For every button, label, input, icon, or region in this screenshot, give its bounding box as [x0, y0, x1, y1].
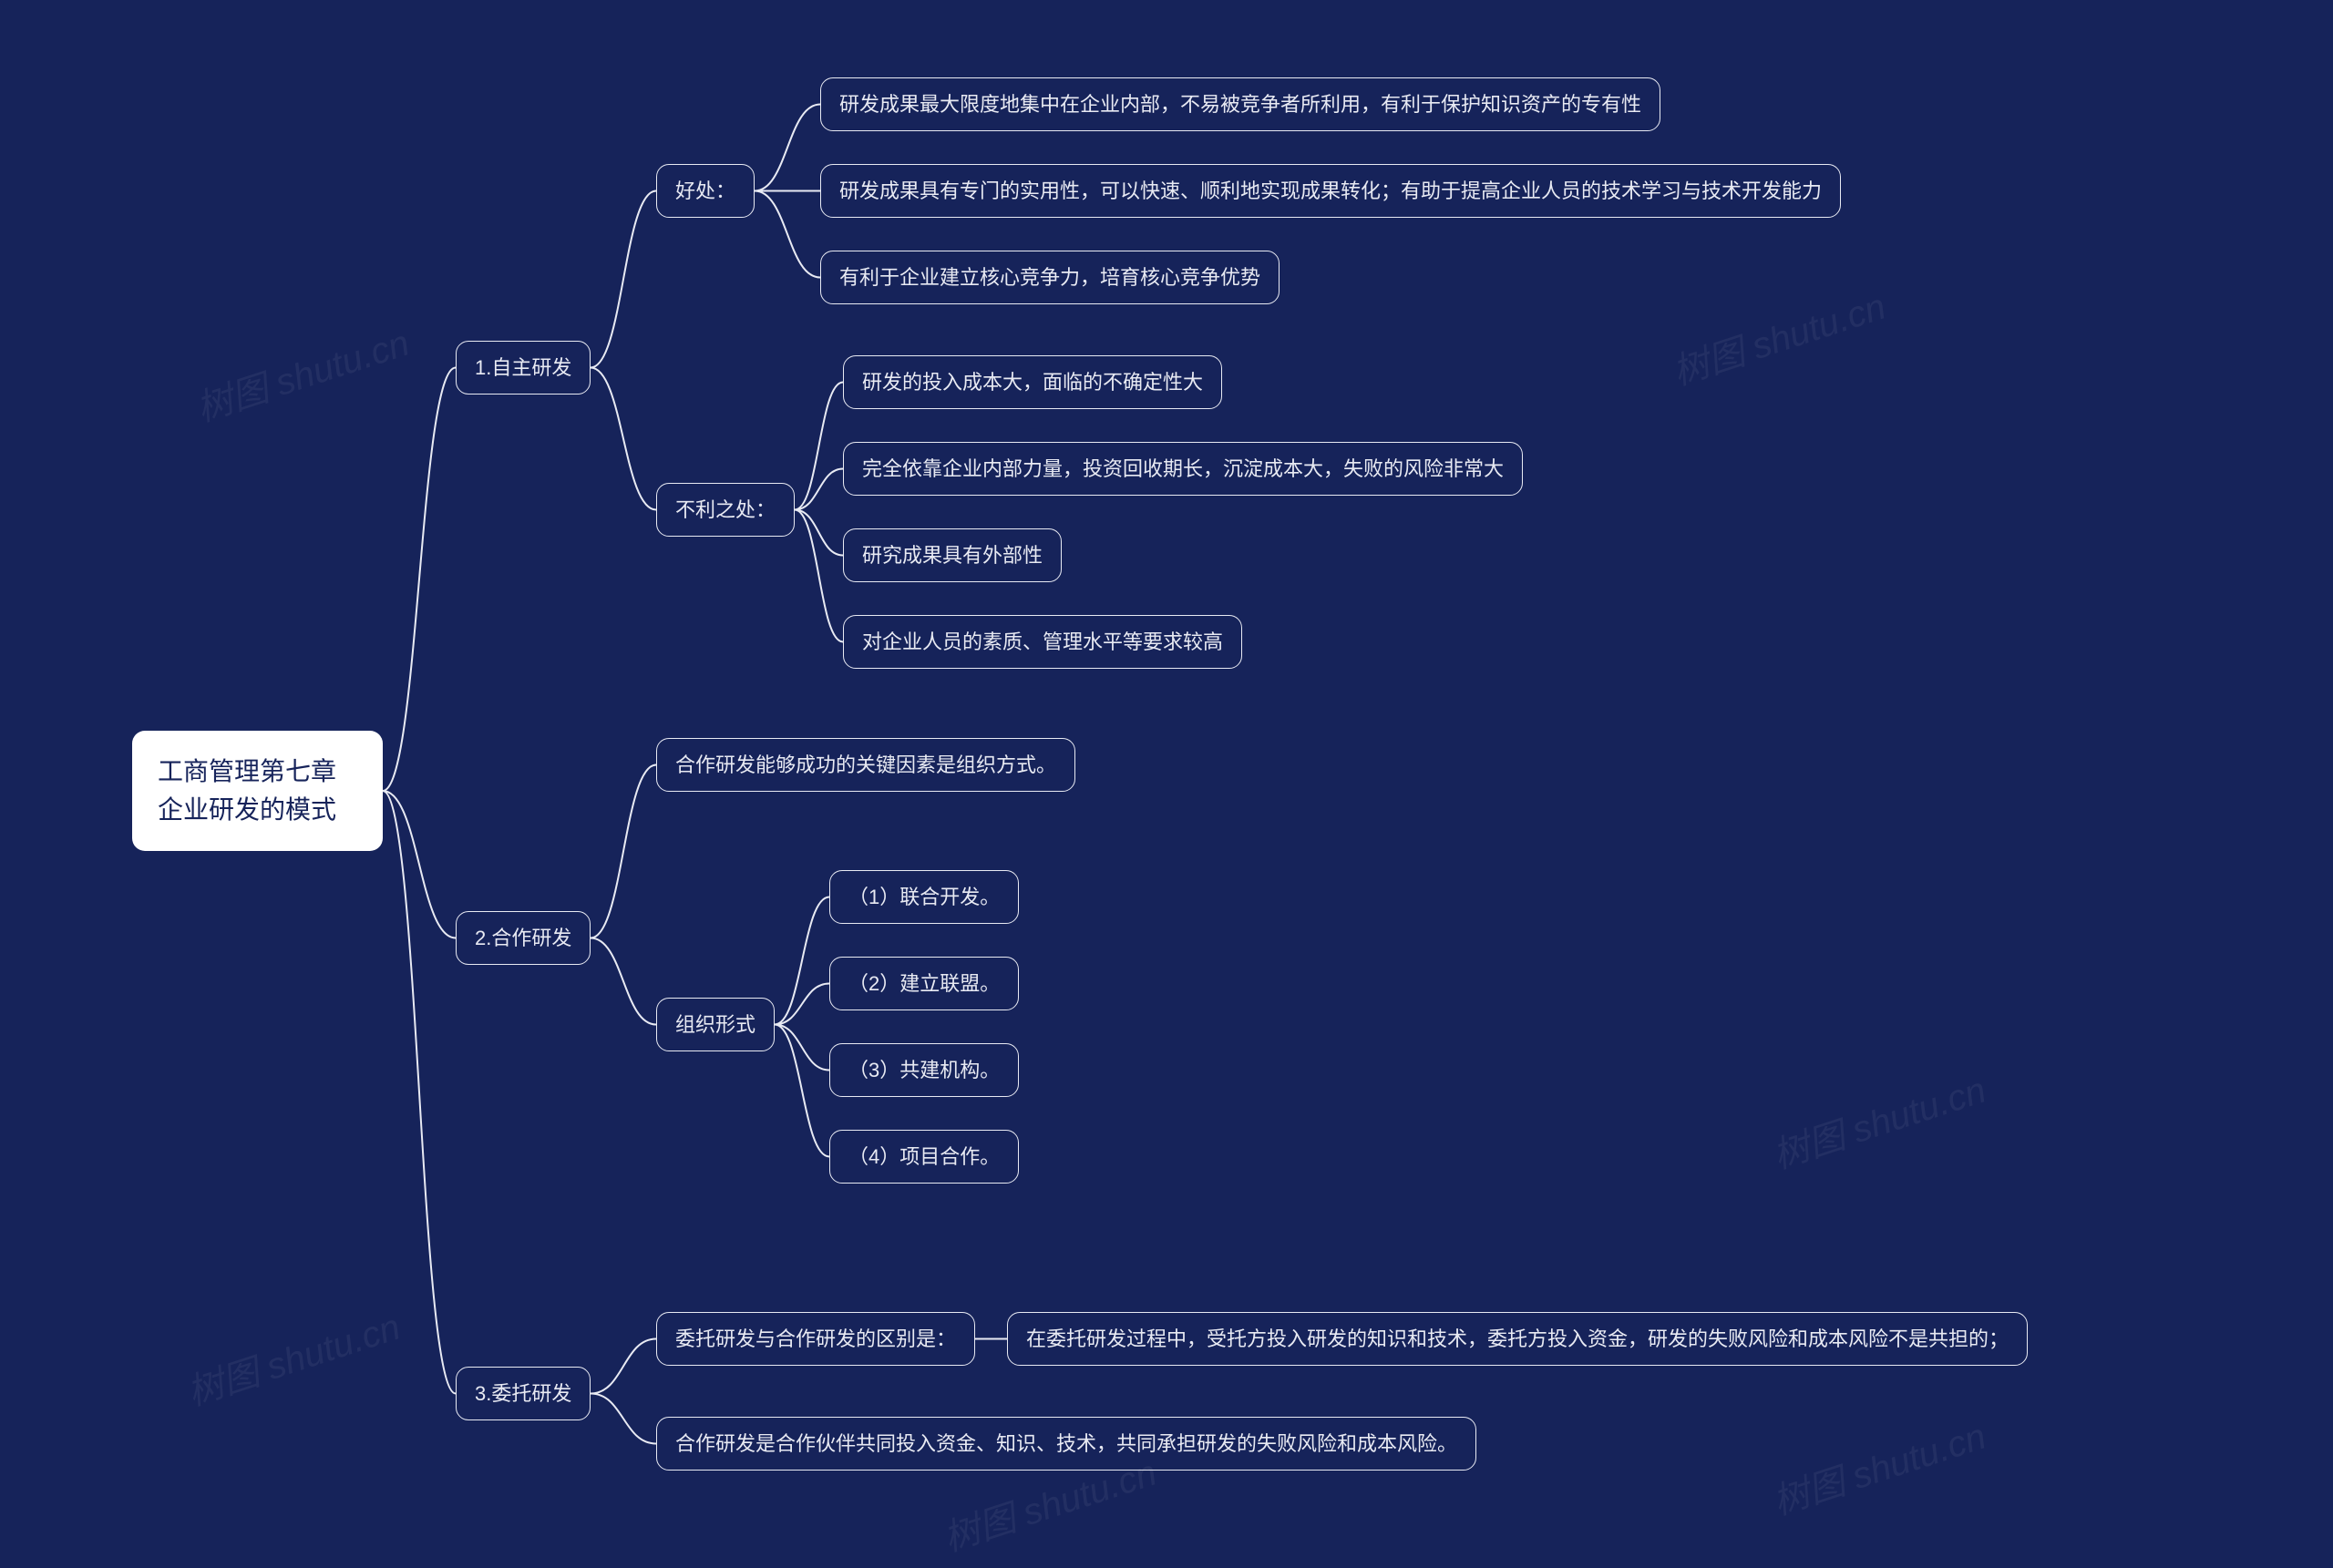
leaf-b1a3[interactable]: 有利于企业建立核心竞争力，培育核心竞争优势: [820, 251, 1280, 304]
watermark: 树图 shutu.cn: [1765, 1061, 1991, 1179]
node-b3a[interactable]: 委托研发与合作研发的区别是：: [656, 1312, 975, 1366]
leaf-b2b4[interactable]: （4）项目合作。: [829, 1130, 1019, 1184]
branch-entrust-rd[interactable]: 3.委托研发: [456, 1367, 591, 1420]
root-node[interactable]: 工商管理第七章 企业研发的模式: [132, 731, 383, 851]
leaf-b3b[interactable]: 合作研发是合作伙伴共同投入资金、知识、技术，共同承担研发的失败风险和成本风险。: [656, 1417, 1476, 1471]
leaf-b1b1[interactable]: 研发的投入成本大，面临的不确定性大: [843, 355, 1222, 409]
watermark: 树图 shutu.cn: [180, 1297, 406, 1416]
leaf-b2a[interactable]: 合作研发能够成功的关键因素是组织方式。: [656, 738, 1075, 792]
mindmap-canvas: 树图 shutu.cn 树图 shutu.cn 树图 shutu.cn 树图 s…: [0, 0, 2333, 1568]
branch-coop-rd[interactable]: 2.合作研发: [456, 911, 591, 965]
branch-self-rd[interactable]: 1.自主研发: [456, 341, 591, 395]
leaf-b1b2[interactable]: 完全依靠企业内部力量，投资回收期长，沉淀成本大，失败的风险非常大: [843, 442, 1523, 496]
leaf-b1a2[interactable]: 研发成果具有专门的实用性，可以快速、顺利地实现成果转化；有助于提高企业人员的技术…: [820, 164, 1841, 218]
node-drawbacks[interactable]: 不利之处：: [656, 483, 795, 537]
leaf-b3a1[interactable]: 在委托研发过程中，受托方投入研发的知识和技术，委托方投入资金，研发的失败风险和成…: [1007, 1312, 2028, 1366]
node-benefits[interactable]: 好处：: [656, 164, 755, 218]
root-line2: 企业研发的模式: [158, 795, 336, 824]
leaf-b1b4[interactable]: 对企业人员的素质、管理水平等要求较高: [843, 615, 1242, 669]
watermark: 树图 shutu.cn: [189, 313, 415, 432]
node-org-form[interactable]: 组织形式: [656, 998, 775, 1051]
watermark: 树图 shutu.cn: [1665, 277, 1891, 395]
root-line1: 工商管理第七章: [158, 757, 336, 785]
leaf-b1b3[interactable]: 研究成果具有外部性: [843, 528, 1062, 582]
leaf-b2b3[interactable]: （3）共建机构。: [829, 1043, 1019, 1097]
watermark: 树图 shutu.cn: [1765, 1407, 1991, 1525]
leaf-b2b1[interactable]: （1）联合开发。: [829, 870, 1019, 924]
leaf-b2b2[interactable]: （2）建立联盟。: [829, 957, 1019, 1010]
leaf-b1a1[interactable]: 研发成果最大限度地集中在企业内部，不易被竞争者所利用，有利于保护知识资产的专有性: [820, 77, 1660, 131]
